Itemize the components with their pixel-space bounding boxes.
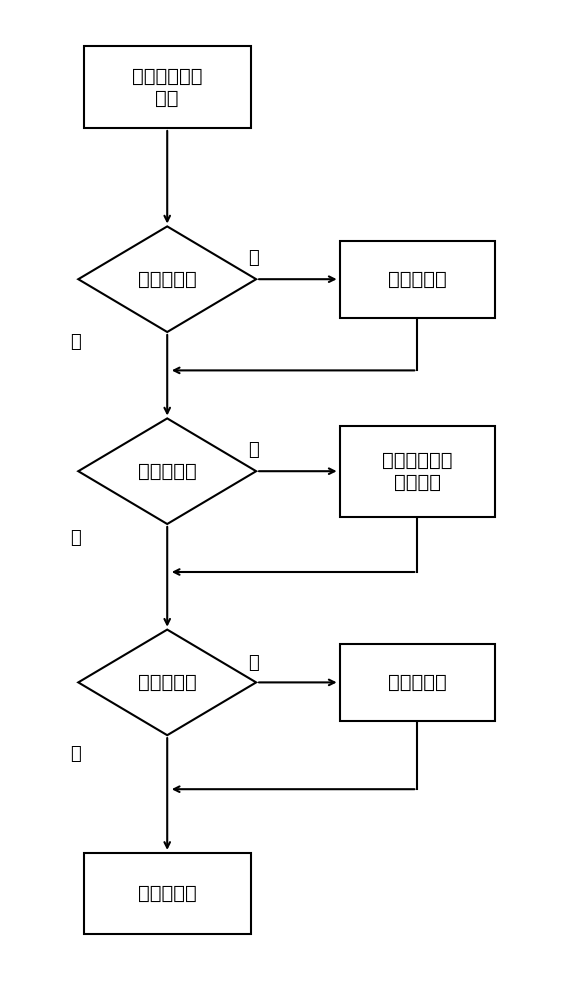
Bar [339, 241, 495, 318]
Polygon shape [78, 226, 256, 332]
Bar [84, 853, 251, 934]
Text: 趋势项提取: 趋势项提取 [388, 270, 447, 289]
Text: 周期性检验: 周期性检验 [138, 462, 197, 481]
Text: 否: 否 [248, 654, 259, 672]
Text: 处理后的电流
数据: 处理后的电流 数据 [132, 67, 203, 108]
Text: 是: 是 [70, 529, 81, 547]
Text: 否: 否 [248, 249, 259, 267]
Text: 否: 否 [248, 441, 259, 459]
Text: 正态化处理: 正态化处理 [388, 673, 447, 692]
Text: 是: 是 [70, 333, 81, 351]
Bar [339, 644, 495, 721]
Text: 正态性检验: 正态性检验 [138, 673, 197, 692]
Text: 是: 是 [70, 745, 81, 763]
Bar [84, 46, 251, 128]
Polygon shape [78, 418, 256, 524]
Text: 总方差处理: 总方差处理 [138, 884, 197, 903]
Text: 平稳性检验: 平稳性检验 [138, 270, 197, 289]
Bar [339, 426, 495, 517]
Text: 隐含周期的识
别与提取: 隐含周期的识 别与提取 [382, 451, 453, 492]
Polygon shape [78, 630, 256, 735]
